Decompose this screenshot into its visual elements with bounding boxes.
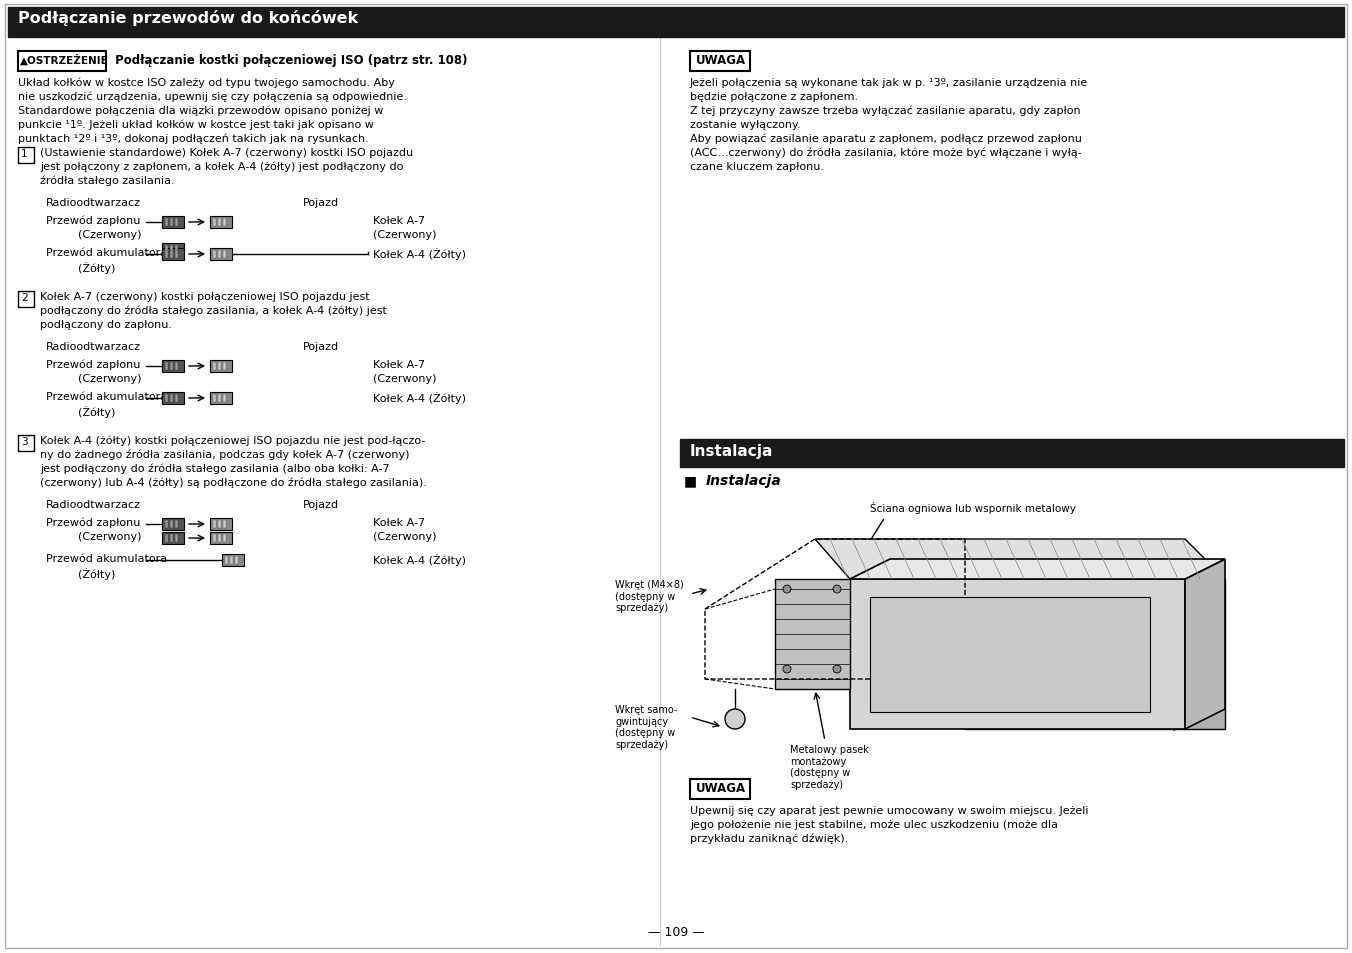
Bar <box>210 533 233 544</box>
Text: zostanie wyłączony.: zostanie wyłączony. <box>690 120 800 130</box>
Bar <box>174 535 178 542</box>
Text: Instalacja: Instalacja <box>706 474 781 488</box>
Bar <box>218 535 220 542</box>
Text: Przewód zapłonu: Przewód zapłonu <box>46 359 141 370</box>
Text: Instalacja: Instalacja <box>690 443 773 458</box>
Text: Przewód akumulatora: Przewód akumulatora <box>46 554 168 563</box>
Text: Radioodtwarzacz: Radioodtwarzacz <box>46 198 141 208</box>
Text: Pojazd: Pojazd <box>303 198 339 208</box>
Bar <box>218 520 220 529</box>
Bar <box>223 395 226 402</box>
Text: 3: 3 <box>22 436 27 447</box>
Bar <box>170 520 173 529</box>
Bar <box>162 393 184 405</box>
Polygon shape <box>850 559 1225 579</box>
Circle shape <box>725 709 745 729</box>
Text: jest podłączony do źródła stałego zasilania (albo oba kołki: A-7: jest podłączony do źródła stałego zasila… <box>41 463 389 474</box>
Text: nie uszkodzić urządzenia, upewnij się czy połączenia są odpowiednie.: nie uszkodzić urządzenia, upewnij się cz… <box>18 91 407 102</box>
Bar <box>214 363 216 371</box>
Text: Kołek A-4 (Żółty): Kołek A-4 (Żółty) <box>373 554 466 565</box>
Text: przykładu zaniknąć dźwięk).: przykładu zaniknąć dźwięk). <box>690 833 848 843</box>
Text: (ACC…czerwony) do źródła zasilania, które może być włączane i wyłą-: (ACC…czerwony) do źródła zasilania, któr… <box>690 148 1082 158</box>
Bar <box>223 535 226 542</box>
Text: ■: ■ <box>684 474 698 488</box>
Bar <box>170 219 173 227</box>
Text: jego położenie nie jest stabilne, może ulec uszkodzeniu (może dla: jego położenie nie jest stabilne, może u… <box>690 820 1059 829</box>
Bar <box>223 520 226 529</box>
Text: (Żółty): (Żółty) <box>78 262 115 274</box>
Bar <box>214 395 216 402</box>
Bar <box>162 244 184 255</box>
Bar <box>230 557 233 564</box>
Text: źródła stałego zasilania.: źródła stałego zasilania. <box>41 175 174 186</box>
Bar <box>170 395 173 402</box>
Text: ▲OSTRZEŻENIE: ▲OSTRZEŻENIE <box>20 54 108 65</box>
Bar <box>162 360 184 373</box>
Text: jest połączony z zapłonem, a kołek A-4 (żółty) jest podłączony do: jest połączony z zapłonem, a kołek A-4 (… <box>41 162 403 172</box>
Bar <box>690 52 750 71</box>
Bar <box>18 52 105 71</box>
Text: Wkręt (M4×8)
(dostępny w
sprzedaży): Wkręt (M4×8) (dostępny w sprzedaży) <box>615 579 684 613</box>
Bar <box>965 579 1184 729</box>
Text: Kołek A-7: Kołek A-7 <box>373 215 425 226</box>
Bar <box>223 251 226 258</box>
Bar <box>170 251 173 258</box>
Bar <box>218 251 220 258</box>
Bar <box>210 360 233 373</box>
Bar <box>223 219 226 227</box>
Bar <box>210 249 233 261</box>
Bar <box>165 246 168 253</box>
Text: Radioodtwarzacz: Radioodtwarzacz <box>46 341 141 352</box>
Bar <box>162 533 184 544</box>
Bar <box>218 219 220 227</box>
Text: Kołek A-4 (żółty) kostki połączeniowej ISO pojazdu nie jest pod-łączo-: Kołek A-4 (żółty) kostki połączeniowej I… <box>41 436 426 446</box>
Circle shape <box>833 665 841 673</box>
Bar <box>218 395 220 402</box>
Bar <box>214 520 216 529</box>
Bar <box>235 557 238 564</box>
Bar <box>174 520 178 529</box>
Text: podłączony do zapłonu.: podłączony do zapłonu. <box>41 319 172 330</box>
Bar <box>165 363 168 371</box>
Text: Wkręt samo-
gwintujący
(dostępny w
sprzedaży): Wkręt samo- gwintujący (dostępny w sprze… <box>615 704 677 749</box>
Text: Metalowy pasek
montażowy
(dostępny w
sprzedaży): Metalowy pasek montażowy (dostępny w spr… <box>790 744 869 789</box>
Bar <box>165 395 168 402</box>
Bar <box>223 363 226 371</box>
Text: (Czerwony): (Czerwony) <box>78 230 142 240</box>
Polygon shape <box>1184 579 1225 729</box>
Text: (Czerwony): (Czerwony) <box>78 532 142 541</box>
Text: — 109 —: — 109 — <box>648 925 704 938</box>
Bar <box>218 363 220 371</box>
Bar <box>214 251 216 258</box>
Text: punkcie ¹1º. Jeżeli układ kołków w kostce jest taki jak opisano w: punkcie ¹1º. Jeżeli układ kołków w kostc… <box>18 120 375 131</box>
Text: (Czerwony): (Czerwony) <box>373 532 437 541</box>
Bar <box>174 251 178 258</box>
Circle shape <box>783 665 791 673</box>
Text: ny do żadnego źródła zasilania, podczas gdy kołek A-7 (czerwony): ny do żadnego źródła zasilania, podczas … <box>41 450 410 460</box>
Text: Podłączanie kostki połączeniowej ISO (patrz str. 108): Podłączanie kostki połączeniowej ISO (pa… <box>111 54 468 67</box>
Text: Podłączanie przewodów do końcówek: Podłączanie przewodów do końcówek <box>18 10 358 26</box>
Bar <box>170 363 173 371</box>
Bar <box>224 557 228 564</box>
Bar <box>165 219 168 227</box>
Bar <box>165 520 168 529</box>
Text: Kołek A-7: Kołek A-7 <box>373 517 425 527</box>
Text: Zagnij płytki kieszeni
montażowej za po-
mocą Śrubokręta lub
podobnego urządze-
: Zagnij płytki kieszeni montażowej za po-… <box>1110 659 1215 730</box>
Text: Upewnij się czy aparat jest pewnie umocowany w swoim miejscu. Jeżeli: Upewnij się czy aparat jest pewnie umoco… <box>690 805 1088 815</box>
Text: Przewód akumulatora: Przewód akumulatora <box>46 392 168 401</box>
Text: Ściana ogniowa lub wspornik metalowy: Ściana ogniowa lub wspornik metalowy <box>869 501 1076 514</box>
Bar <box>850 579 1184 729</box>
Text: Pojazd: Pojazd <box>303 341 339 352</box>
Text: (Czerwony): (Czerwony) <box>373 374 437 384</box>
Text: Przewód zapłonu: Przewód zapłonu <box>46 517 141 528</box>
Text: (Czerwony): (Czerwony) <box>78 374 142 384</box>
Polygon shape <box>1184 559 1225 729</box>
Text: Z tej przyczyny zawsze trzeba wyłączać zasilanie aparatu, gdy zapłon: Z tej przyczyny zawsze trzeba wyłączać z… <box>690 106 1080 116</box>
Bar <box>214 535 216 542</box>
Bar <box>165 535 168 542</box>
Text: Aby powiązać zasilanie aparatu z zapłonem, podłącz przewod zapłonu: Aby powiązać zasilanie aparatu z zapłone… <box>690 133 1082 144</box>
Bar <box>174 395 178 402</box>
Text: UWAGA: UWAGA <box>696 781 746 794</box>
Bar <box>210 518 233 531</box>
Circle shape <box>783 585 791 594</box>
